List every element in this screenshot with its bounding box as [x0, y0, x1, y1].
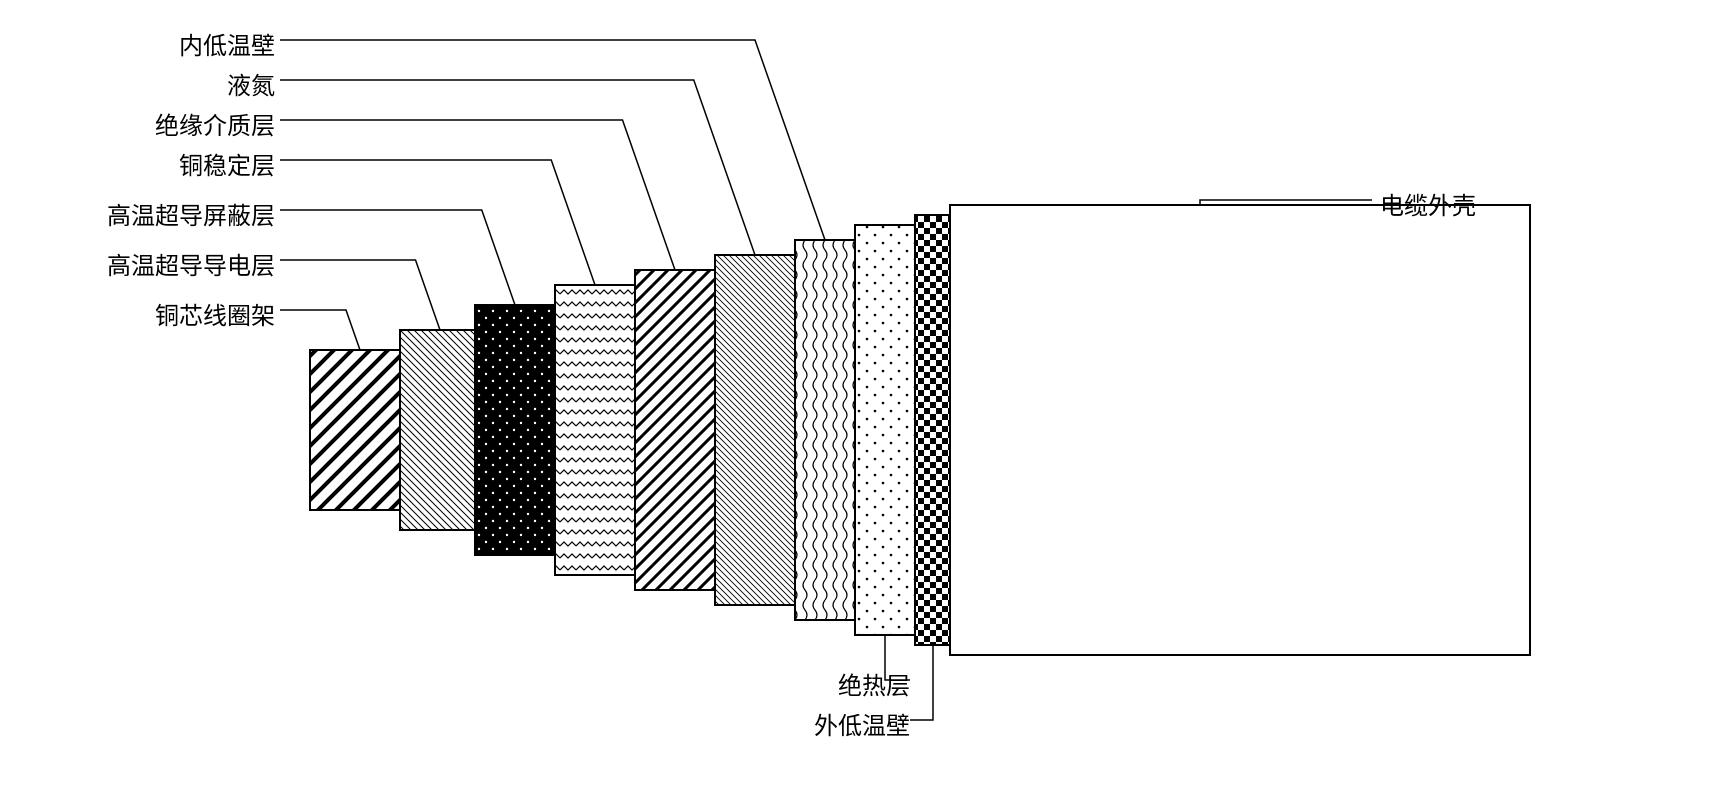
label-ln2: 液氮 [227, 66, 275, 101]
label-cable-jacket: 电缆外壳 [1380, 186, 1476, 221]
label-copper-stab: 铜稳定层 [179, 146, 275, 181]
layer-cable-jacket [950, 205, 1530, 655]
layer-hts-conductor [400, 330, 475, 530]
layer-copper-core [310, 350, 400, 510]
label-hts-conductor: 高温超导导电层 [107, 246, 275, 281]
label-insulation: 绝热层 [740, 666, 910, 701]
layer-insulation [855, 225, 915, 635]
layer-outer-cryo-wall [915, 215, 950, 645]
layer-dielectric [635, 270, 715, 590]
layer-copper-stab [555, 285, 635, 575]
label-inner-cryo-wall: 内低温壁 [179, 26, 275, 61]
label-outer-cryo-wall: 外低温壁 [740, 706, 910, 741]
label-hts-shield: 高温超导屏蔽层 [107, 196, 275, 231]
layer-inner-cryo-wall [795, 240, 855, 620]
label-dielectric: 绝缘介质层 [155, 106, 275, 141]
label-copper-core: 铜芯线圈架 [155, 296, 275, 331]
layer-ln2 [715, 255, 795, 605]
layer-hts-shield [475, 305, 555, 555]
